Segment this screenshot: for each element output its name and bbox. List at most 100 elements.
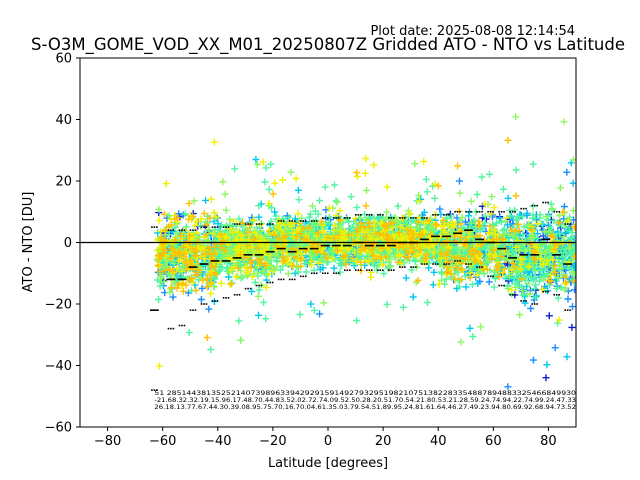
upper-marker bbox=[222, 226, 225, 228]
upper-marker bbox=[399, 217, 401, 219]
lower-marker bbox=[470, 263, 472, 265]
lower-marker bbox=[489, 275, 492, 278]
lower-marker bbox=[434, 263, 437, 265]
x-tick-label: 40 bbox=[430, 434, 447, 449]
lower-marker bbox=[216, 300, 219, 302]
lower-marker bbox=[203, 303, 205, 305]
upper-marker bbox=[304, 220, 307, 222]
lower-marker bbox=[357, 269, 360, 271]
x-tick-label: 60 bbox=[485, 434, 502, 449]
lower-marker bbox=[222, 297, 225, 299]
lower-marker bbox=[443, 263, 445, 265]
y-tick-label: −20 bbox=[45, 298, 72, 313]
upper-marker bbox=[533, 204, 536, 207]
y-tick-label: −60 bbox=[45, 421, 72, 436]
upper-marker bbox=[509, 210, 511, 213]
upper-marker bbox=[520, 207, 522, 210]
lower-marker bbox=[399, 266, 401, 268]
y-axis-label: ATO - NTO [DU] bbox=[21, 192, 36, 293]
upper-marker bbox=[200, 226, 203, 228]
upper-marker bbox=[454, 210, 456, 213]
upper-marker bbox=[167, 229, 170, 231]
upper-marker bbox=[355, 214, 357, 216]
lower-marker bbox=[181, 324, 183, 327]
upper-marker bbox=[244, 223, 247, 225]
upper-marker bbox=[348, 217, 351, 219]
upper-marker bbox=[412, 217, 415, 219]
upper-marker bbox=[410, 217, 412, 219]
lower-marker bbox=[304, 275, 307, 278]
lower-marker bbox=[282, 278, 285, 281]
upper-marker bbox=[514, 210, 516, 213]
lower-marker bbox=[156, 389, 158, 391]
upper-marker bbox=[487, 210, 489, 213]
lower-marker bbox=[415, 266, 417, 268]
lower-marker bbox=[379, 269, 382, 271]
lower-marker bbox=[481, 266, 483, 268]
upper-marker bbox=[321, 217, 324, 219]
lower-marker bbox=[178, 324, 181, 327]
lower-marker bbox=[260, 284, 263, 287]
lower-marker bbox=[393, 269, 395, 271]
scatter-points bbox=[504, 136, 576, 286]
y-tick-label: 20 bbox=[55, 175, 72, 190]
lower-marker bbox=[377, 269, 379, 271]
upper-marker bbox=[569, 223, 572, 225]
lower-marker bbox=[280, 278, 282, 281]
lower-marker bbox=[533, 303, 536, 305]
upper-marker bbox=[443, 214, 445, 216]
lower-marker bbox=[225, 297, 227, 299]
lower-marker bbox=[432, 263, 434, 265]
lower-marker bbox=[288, 278, 291, 281]
upper-marker bbox=[500, 210, 503, 213]
upper-marker bbox=[344, 217, 346, 219]
upper-marker bbox=[564, 223, 567, 225]
lower-marker bbox=[410, 266, 412, 268]
upper-marker bbox=[249, 223, 252, 225]
upper-marker bbox=[178, 229, 181, 231]
upper-marker bbox=[255, 223, 258, 225]
upper-marker bbox=[225, 226, 227, 228]
lower-marker bbox=[454, 260, 456, 262]
lower-marker bbox=[401, 266, 404, 268]
lower-marker bbox=[315, 272, 318, 275]
upper-marker bbox=[205, 226, 208, 228]
y-axis: −60 −40 −20 0 20 40 60 bbox=[45, 52, 80, 436]
upper-marker bbox=[547, 201, 549, 204]
lower-marker bbox=[511, 293, 514, 296]
lower-marker bbox=[371, 269, 373, 271]
upper-marker bbox=[288, 220, 291, 222]
lower-marker bbox=[514, 293, 516, 296]
lower-marker bbox=[412, 266, 415, 268]
upper-marker bbox=[555, 210, 558, 213]
lower-marker bbox=[313, 272, 316, 275]
lower-marker bbox=[564, 309, 567, 311]
lower-marker bbox=[236, 293, 238, 296]
scatter-points bbox=[269, 190, 357, 270]
upper-marker bbox=[203, 226, 205, 228]
upper-marker bbox=[302, 220, 304, 222]
lower-marker bbox=[544, 290, 547, 293]
upper-marker bbox=[456, 210, 459, 213]
upper-marker bbox=[153, 226, 156, 228]
upper-marker bbox=[566, 223, 569, 225]
x-tick-label: −40 bbox=[204, 434, 231, 449]
upper-marker bbox=[346, 217, 349, 219]
upper-marker bbox=[269, 223, 271, 225]
lower-marker bbox=[382, 269, 384, 271]
upper-marker bbox=[404, 217, 406, 219]
bin-stats-row-0: 51 2851443813525214073989633942929159149… bbox=[154, 390, 576, 397]
lower-marker bbox=[459, 260, 461, 262]
upper-marker bbox=[448, 214, 450, 216]
upper-marker bbox=[379, 214, 382, 216]
lower-marker bbox=[183, 324, 186, 327]
upper-marker bbox=[423, 217, 426, 219]
upper-marker bbox=[544, 201, 547, 204]
upper-marker bbox=[282, 220, 285, 222]
lower-marker bbox=[332, 272, 335, 275]
x-axis: −80 −60 −40 −20 0 20 40 60 80 bbox=[94, 427, 557, 449]
lower-marker bbox=[189, 309, 192, 311]
lower-marker bbox=[205, 303, 208, 305]
lower-marker bbox=[366, 269, 368, 271]
lower-marker bbox=[467, 263, 470, 265]
